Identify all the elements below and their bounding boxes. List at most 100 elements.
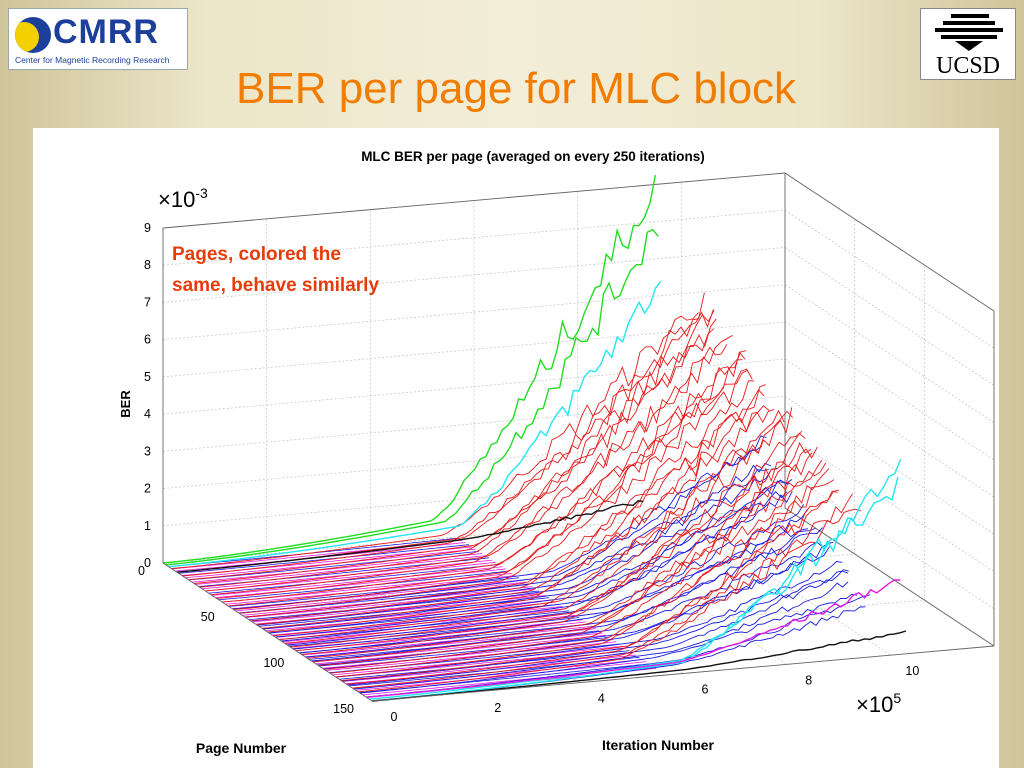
grid-line [784,358,995,498]
frame-line [162,172,786,229]
series-line [162,174,657,564]
series-line [278,410,794,640]
series-line [341,490,838,682]
series-line [287,504,804,646]
series-line [302,626,593,656]
x-tick-label: 8 [805,673,812,687]
series-line [195,555,486,585]
series-line [188,550,479,581]
series-line [322,639,613,669]
series-line [222,351,746,603]
series-line [199,318,717,588]
series-line [358,508,861,693]
series-line [347,569,849,686]
series-line [262,480,790,630]
series-line [324,462,827,670]
grid-line [784,321,995,461]
z-tick-label: 4 [144,407,151,421]
series-line [290,430,803,648]
series-line [355,661,647,691]
z-tick-label: 3 [144,444,151,458]
series-line [352,659,643,689]
series-line [261,405,770,629]
series-line [352,493,853,689]
y-axis-label: Page Number [196,740,287,756]
ucsd-logo: UCSD [920,8,1016,80]
series-line [312,452,813,663]
x-axis-line [371,645,995,702]
series-line [366,579,901,698]
z-tick-label: 7 [144,295,151,309]
series-line [371,458,902,702]
series-line [325,641,617,671]
cmrr-disc-icon [15,17,51,53]
y-axis-line [162,562,373,702]
grid-line [162,247,786,303]
grid-line [681,516,891,656]
series-line [295,432,806,652]
series-line [359,593,858,694]
grid-line [784,284,995,424]
series-line [335,468,830,678]
x-tick-label: 10 [905,664,919,678]
series-line [171,312,699,569]
z-tick-label: 1 [144,519,151,533]
y-tick-label: 0 [138,564,145,578]
grid-line [784,247,995,386]
y-tick-label: 100 [263,656,284,670]
series-line [301,442,812,655]
grid-line [784,395,995,535]
grid-line [162,209,786,266]
x-tick-label: 0 [391,710,398,724]
series-line [365,594,870,698]
series-line [341,570,849,682]
series-line [178,544,469,574]
grid-line [784,433,995,572]
series-line [188,309,715,581]
series-line [165,228,659,566]
series-line [307,446,818,659]
series-line [210,344,728,596]
grid-line [162,507,786,564]
x-multiplier: ×105 [856,690,901,717]
series-line [168,280,662,568]
series-line [233,369,749,611]
series-line [182,309,714,577]
series-line [371,630,907,702]
y-tick-label: 50 [201,610,215,624]
x-axis-label: Iteration Number [602,737,715,753]
cmrr-logo: CMRR Center for Magnetic Recording Resea… [8,8,188,70]
axes-layer: 0123456789050100150024681012 [138,221,995,724]
x-tick-label: 4 [598,692,605,706]
y-tick-label: 150 [333,702,354,716]
z-tick-label: 2 [144,482,151,496]
x-tick-label: 2 [494,701,501,715]
series-line [256,468,778,626]
series-line [208,564,500,594]
series-line [244,380,755,618]
series-line [176,500,644,573]
chart-title: MLC BER per page (averaged on every 250 … [361,149,705,164]
ucsd-library-icon [935,14,1003,51]
grid-line [162,433,786,489]
series-line [318,459,823,667]
ucsd-logo-name: UCSD [935,53,1001,79]
series-line [227,350,747,607]
cmrr-logo-subtitle: Center for Magnetic Recording Research [15,55,170,65]
z-axis-label: BER [118,390,133,418]
series-line [329,479,835,674]
cmrr-logo-name: CMRR [53,13,159,51]
z-tick-label: 6 [144,333,151,347]
grid-line [162,358,786,415]
series-line [346,489,840,685]
slide-title: BER per page for MLC block [236,64,797,113]
grid-line [162,321,786,378]
series-line [353,581,849,690]
series-line [239,368,753,614]
series-line [211,566,503,596]
annotation-text: Pages, colored the same, behave similarl… [172,244,379,296]
frame-line [784,172,995,312]
series-line [284,407,793,644]
z-multiplier: ×10-3 [158,185,208,212]
series-line [228,577,520,607]
